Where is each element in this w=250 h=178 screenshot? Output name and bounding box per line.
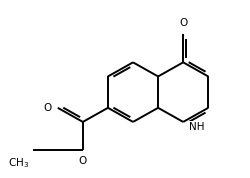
Text: CH$_3$: CH$_3$ bbox=[8, 156, 29, 170]
Text: O: O bbox=[179, 18, 187, 28]
Text: O: O bbox=[79, 156, 87, 166]
Text: NH: NH bbox=[190, 122, 205, 132]
Text: O: O bbox=[43, 103, 52, 113]
